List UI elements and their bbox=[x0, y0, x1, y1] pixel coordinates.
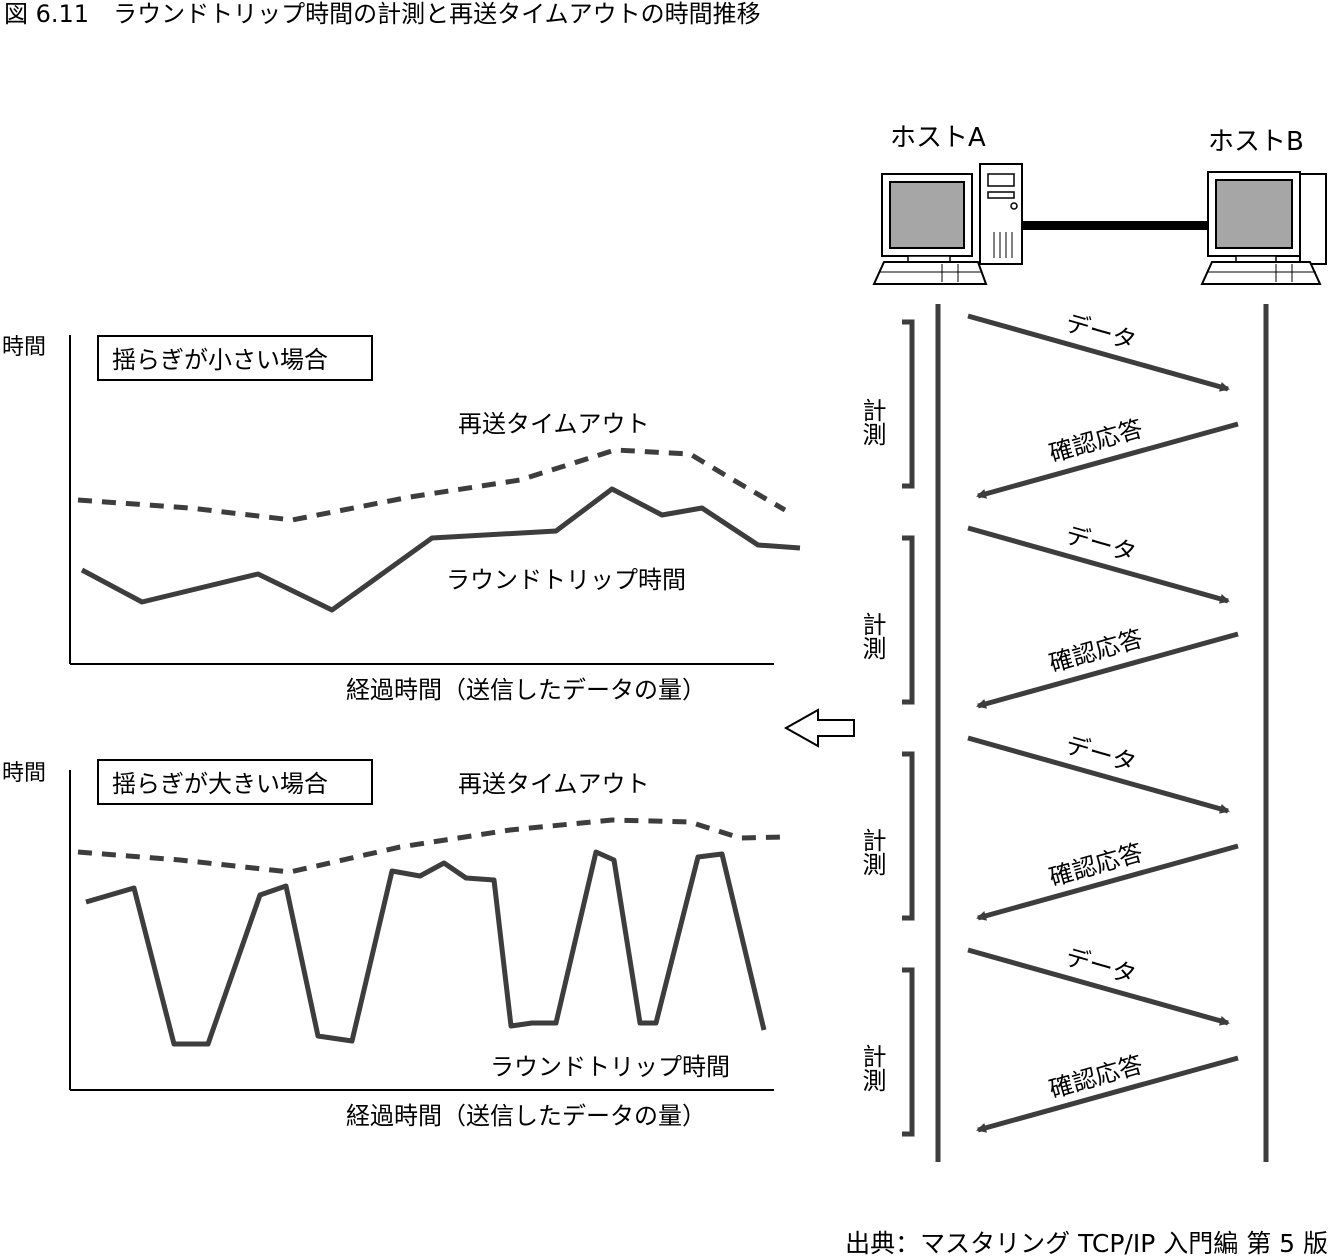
exchange-3: 計測 データ 確認応答 bbox=[858, 731, 1239, 921]
ack-label: 確認応答 bbox=[1046, 624, 1146, 677]
data-label: データ bbox=[1062, 731, 1139, 778]
measure-bracket bbox=[902, 319, 915, 489]
measure-label: 計測 bbox=[858, 828, 886, 876]
x-axis-label: 経過時間（送信したデータの量） bbox=[346, 1102, 706, 1130]
data-arrow bbox=[967, 947, 1230, 1026]
chart-small-fluctuation: 時間 揺らぎが小さい場合 再送タイムアウト ラウンドトリップ時間 経過時間（送信… bbox=[2, 335, 801, 704]
rto-series-line bbox=[77, 447, 787, 523]
host-b-label: ホストB bbox=[1208, 127, 1304, 157]
ack-arrow bbox=[976, 421, 1239, 499]
exchange-1: 計測 データ 確認応答 bbox=[858, 309, 1239, 499]
rto-series-line bbox=[77, 817, 786, 875]
chart-large-fluctuation: 時間 揺らぎが大きい場合 再送タイムアウト ラウンドトリップ時間 経過時間（送信… bbox=[2, 759, 786, 1130]
y-axis-label: 時間 bbox=[2, 335, 46, 360]
host-a-computer-icon bbox=[872, 163, 1023, 285]
network-cable bbox=[1022, 221, 1214, 230]
rtt-series-line bbox=[80, 486, 801, 613]
case-label-box bbox=[97, 335, 373, 381]
rtt-label: ラウンドトリップ時間 bbox=[490, 1053, 730, 1081]
data-label: データ bbox=[1062, 943, 1139, 990]
case-label: 揺らぎが大きい場合 bbox=[112, 770, 328, 798]
data-arrow bbox=[967, 313, 1230, 392]
y-axis-label: 時間 bbox=[2, 761, 46, 786]
exchange-4: 計測 データ 確認応答 bbox=[858, 943, 1239, 1137]
source-credit: 出典：マスタリング TCP/IP 入門編 第 5 版 bbox=[845, 1229, 1328, 1258]
figure-title: 図 6.11 ラウンドトリップ時間の計測と再送タイムアウトの時間推移 bbox=[4, 0, 761, 28]
rtt-series-line bbox=[85, 849, 767, 1047]
x-axis-label: 経過時間（送信したデータの量） bbox=[346, 676, 706, 704]
rto-label: 再送タイムアウト bbox=[458, 770, 650, 798]
measure-label: 計測 bbox=[858, 1044, 886, 1092]
host-a-label: ホストA bbox=[890, 123, 986, 153]
measure-bracket bbox=[902, 751, 915, 921]
ack-arrow bbox=[976, 1055, 1239, 1133]
ack-arrow bbox=[976, 843, 1239, 921]
ack-label: 確認応答 bbox=[1046, 414, 1146, 467]
data-label: データ bbox=[1062, 521, 1139, 568]
measure-bracket bbox=[902, 967, 915, 1137]
hollow-arrow-left-icon bbox=[783, 708, 855, 748]
rto-label: 再送タイムアウト bbox=[458, 410, 650, 438]
measure-label: 計測 bbox=[858, 398, 886, 446]
data-label: データ bbox=[1062, 309, 1139, 356]
case-label: 揺らぎが小さい場合 bbox=[112, 346, 328, 374]
host-b-computer-icon bbox=[1200, 171, 1327, 285]
exchange-2: 計測 データ 確認応答 bbox=[858, 521, 1239, 709]
rtt-label: ラウンドトリップ時間 bbox=[446, 566, 686, 594]
data-arrow bbox=[967, 525, 1230, 604]
measure-bracket bbox=[902, 535, 915, 705]
data-arrow bbox=[967, 735, 1230, 814]
case-label-box bbox=[97, 759, 373, 805]
ack-arrow bbox=[976, 631, 1239, 709]
measure-label: 計測 bbox=[858, 612, 886, 660]
